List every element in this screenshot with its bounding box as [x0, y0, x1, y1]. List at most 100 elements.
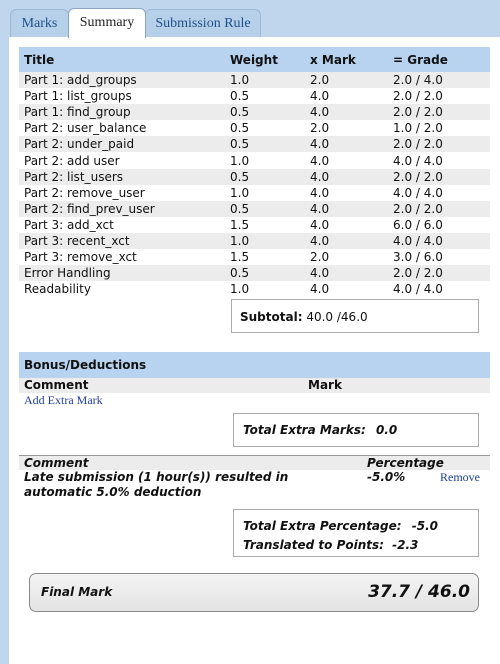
grade-cell-weight: 0.5 — [225, 265, 305, 282]
grade-cell-title: Part 2: find_prev_user — [19, 200, 225, 217]
grades-header-row: Title Weight x Mark = Grade — [19, 47, 490, 72]
grade-row: Part 2: add user 1.0 4.0 4.0 / 4.0 — [19, 152, 490, 168]
grade-cell-weight: 1.0 — [230, 185, 250, 200]
grade-cell-grade: 1.0 / 2.0 — [393, 121, 443, 136]
bonus-columns: Comment Mark — [19, 378, 490, 393]
col-mark: x Mark — [305, 47, 388, 72]
total-extra-percentage-line: Total Extra Percentage: -5.0 — [243, 517, 478, 536]
deduction-columns: Comment Percentage — [19, 455, 490, 470]
grade-cell-grade: 4.0 / 4.0 — [393, 153, 443, 168]
deduction-comment-col: Comment — [24, 456, 89, 470]
deduction-comment: Late submission (1 hour(s)) resulted in … — [24, 470, 289, 499]
subtotal-value: 40.0 /46.0 — [306, 310, 368, 324]
col-title: Title — [19, 47, 225, 72]
grade-row: Part 3: recent_xct 1.0 4.0 4.0 / 4.0 — [19, 232, 490, 250]
grade-cell-weight: 0.5 — [230, 89, 250, 104]
grade-cell-title: Part 2: remove_user — [24, 185, 145, 200]
grade-row: Error Handling 0.5 4.0 2.0 / 2.0 — [19, 265, 490, 282]
grade-cell-mark: 4.0 — [310, 89, 330, 104]
grade-cell-title: Part 2: under_paid — [19, 136, 225, 153]
translated-points-line: Translated to Points: -2.3 — [243, 536, 478, 555]
grade-cell-mark: 4.0 — [305, 200, 388, 217]
tab-summary[interactable]: Summary — [68, 8, 146, 38]
grade-cell-weight: 0.5 — [230, 121, 250, 136]
grade-cell-grade: 2.0 / 2.0 — [388, 265, 490, 282]
grade-cell-weight: 0.5 — [225, 200, 305, 217]
grade-cell-grade: 2.0 / 2.0 — [388, 104, 490, 121]
bonus-mark-col: Mark — [308, 378, 342, 392]
translated-points-value: -2.3 — [392, 538, 419, 552]
grade-row: Part 1: find_group 0.5 4.0 2.0 / 2.0 — [19, 104, 490, 121]
deduction-percentage: -5.0% — [367, 470, 406, 484]
grade-cell-title: Part 3: remove_xct — [24, 250, 137, 265]
final-mark-box: Final Mark 37.7 / 46.0 — [29, 573, 479, 612]
grade-cell-grade: 2.0 / 2.0 — [388, 136, 490, 153]
grade-cell-weight: 1.5 — [230, 250, 250, 265]
subtotal-box: Subtotal: 40.0 /46.0 — [231, 299, 479, 333]
grade-cell-title: Part 2: list_users — [19, 168, 225, 185]
grade-row: Part 2: under_paid 0.5 4.0 2.0 / 2.0 — [19, 136, 490, 153]
grade-cell-mark: 4.0 — [305, 265, 388, 282]
grade-cell-grade: 4.0 / 4.0 — [393, 282, 443, 297]
grade-cell-mark: 4.0 — [310, 153, 330, 168]
grade-cell-mark: 4.0 — [305, 104, 388, 121]
grade-cell-grade: 4.0 / 4.0 — [388, 232, 490, 250]
grade-cell-title: Part 3: recent_xct — [19, 232, 225, 250]
grade-cell-grade: 2.0 / 2.0 — [388, 168, 490, 185]
remove-deduction-link[interactable]: Remove — [440, 470, 480, 484]
grade-cell-title: Part 2: add user — [24, 153, 120, 168]
grade-cell-weight: 0.5 — [225, 168, 305, 185]
grade-row: Part 2: remove_user 1.0 4.0 4.0 / 4.0 — [19, 185, 490, 201]
grade-cell-title: Part 2: user_balance — [24, 121, 147, 136]
grade-cell-grade: 4.0 / 4.0 — [393, 185, 443, 200]
grade-cell-title: Readability — [24, 282, 91, 297]
grade-row: Part 1: list_groups 0.5 4.0 2.0 / 2.0 — [19, 88, 490, 104]
grade-cell-title: Part 3: add_xct — [24, 217, 114, 232]
grades-table: Title Weight x Mark = Grade Part 1: add_… — [19, 47, 490, 297]
grade-row: Part 3: add_xct 1.5 4.0 6.0 / 6.0 — [19, 217, 490, 233]
grade-row: Part 2: user_balance 0.5 2.0 1.0 / 2.0 — [19, 120, 490, 136]
total-extra-marks-label: Total Extra Marks: — [243, 423, 366, 437]
grade-cell-grade: 2.0 / 2.0 — [388, 200, 490, 217]
col-grade: = Grade — [388, 47, 490, 72]
grade-cell-title: Part 1: add_groups — [19, 72, 225, 89]
grade-cell-weight: 0.5 — [225, 136, 305, 153]
grade-cell-title: Part 1: list_groups — [24, 89, 132, 104]
grade-cell-mark: 4.0 — [305, 168, 388, 185]
grade-row: Part 2: list_users 0.5 4.0 2.0 / 2.0 — [19, 168, 490, 185]
bonus-comment-col: Comment — [24, 378, 89, 392]
grade-cell-weight: 1.0 — [225, 72, 305, 89]
grades-body: Part 1: add_groups 1.0 2.0 2.0 / 4.0 Part 1:… — [19, 72, 490, 297]
tab-submission-rule[interactable]: Submission Rule — [145, 9, 261, 38]
total-extra-marks-box: Total Extra Marks: 0.0 — [233, 413, 479, 447]
grade-cell-mark: 2.0 — [310, 121, 330, 136]
final-mark-label: Final Mark — [41, 585, 113, 599]
grade-cell-weight: 0.5 — [225, 104, 305, 121]
total-extra-percentage-label: Total Extra Percentage: — [243, 519, 402, 533]
bonus-deductions-heading: Bonus/Deductions — [19, 352, 490, 378]
grade-row: Readability 1.0 4.0 4.0 / 4.0 — [19, 281, 490, 297]
grade-cell-weight: 1.0 — [225, 232, 305, 250]
grade-cell-mark: 4.0 — [305, 232, 388, 250]
summary-panel: Title Weight x Mark = Grade Part 1: add_… — [9, 37, 500, 664]
total-extra-percentage-value: -5.0 — [411, 519, 438, 533]
grade-row: Part 1: add_groups 1.0 2.0 2.0 / 4.0 — [19, 72, 490, 89]
grade-cell-grade: 3.0 / 6.0 — [393, 250, 443, 265]
grade-cell-grade: 2.0 / 4.0 — [388, 72, 490, 89]
translated-points-label: Translated to Points: — [243, 538, 384, 552]
add-extra-mark-link[interactable]: Add Extra Mark — [24, 393, 103, 407]
grade-cell-mark: 4.0 — [305, 136, 388, 153]
grade-row: Part 2: find_prev_user 0.5 4.0 2.0 / 2.0 — [19, 200, 490, 217]
grade-cell-grade: 2.0 / 2.0 — [393, 89, 443, 104]
col-weight: Weight — [225, 47, 305, 72]
total-extra-percentage-box: Total Extra Percentage: -5.0 Translated … — [233, 509, 479, 557]
final-mark-value: 37.7 / 46.0 — [368, 582, 470, 602]
grade-cell-weight: 1.0 — [230, 282, 250, 297]
grade-cell-grade: 6.0 / 6.0 — [393, 217, 443, 232]
grade-cell-mark: 2.0 — [305, 72, 388, 89]
grade-cell-mark: 2.0 — [310, 250, 330, 265]
grade-cell-weight: 1.0 — [230, 153, 250, 168]
grade-cell-title: Error Handling — [19, 265, 225, 282]
subtotal-label: Subtotal: — [240, 310, 303, 324]
tab-marks[interactable]: Marks — [10, 9, 69, 38]
